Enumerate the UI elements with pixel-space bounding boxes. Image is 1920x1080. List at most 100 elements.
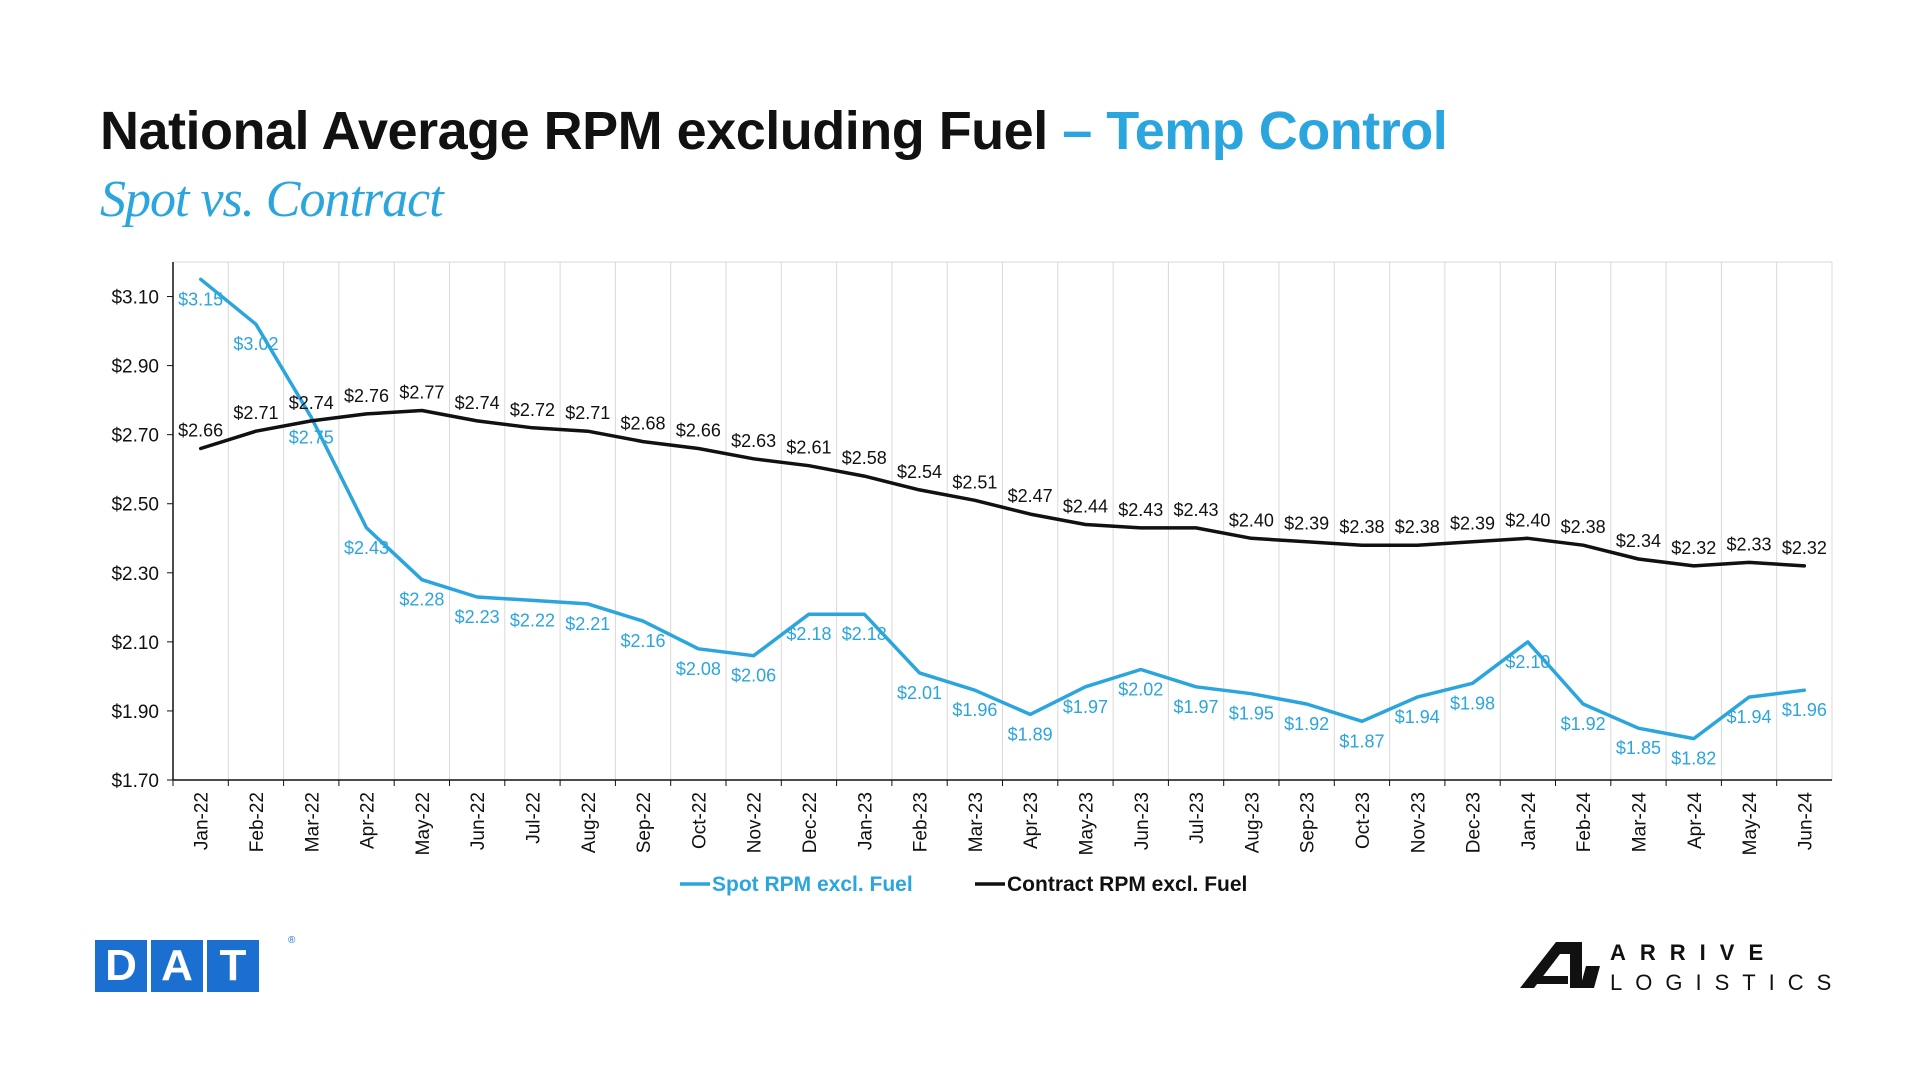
spot-data-label: $1.96: [952, 700, 997, 720]
logistics-wordmark: LOGISTICS: [1610, 970, 1845, 995]
contract-data-label: $2.74: [289, 393, 334, 413]
x-tick-label: Sep-22: [634, 792, 655, 853]
spot-data-label: $1.97: [1063, 697, 1108, 717]
contract-data-label: $2.40: [1229, 510, 1274, 530]
x-tick-label: Jan-24: [1519, 792, 1540, 851]
x-tick-label: Apr-23: [1021, 792, 1042, 849]
x-tick-label: Jun-24: [1795, 792, 1816, 851]
x-tick-label: Sep-23: [1298, 792, 1319, 853]
x-tick-label: Mar-24: [1629, 792, 1650, 853]
spot-data-label: $1.92: [1561, 714, 1606, 734]
contract-data-label: $2.38: [1395, 517, 1440, 537]
spot-data-label: $2.18: [786, 624, 831, 644]
contract-data-label: $2.33: [1727, 534, 1772, 554]
spot-data-label: $2.23: [455, 607, 500, 627]
spot-data-label: $2.01: [897, 683, 942, 703]
contract-data-label: $2.39: [1284, 514, 1329, 534]
contract-data-label: $2.61: [786, 438, 831, 458]
x-tick-label: Oct-22: [689, 792, 710, 849]
chart-title: National Average RPM excluding Fuel – Te…: [100, 100, 1448, 162]
x-tick-label: May-23: [1076, 792, 1097, 855]
spot-data-label: $3.15: [178, 289, 223, 309]
spot-data-label: $1.96: [1782, 700, 1827, 720]
x-tick-label: Apr-24: [1685, 792, 1706, 849]
contract-data-label: $2.71: [233, 403, 278, 423]
dat-logo-letter: D: [95, 940, 147, 992]
spot-data-label: $2.16: [621, 631, 666, 651]
y-tick-label: $2.30: [111, 564, 159, 585]
spot-data-label: $2.06: [731, 666, 776, 686]
x-tick-label: Nov-23: [1408, 792, 1429, 853]
x-tick-label: Nov-22: [745, 792, 766, 853]
contract-data-label: $2.39: [1450, 514, 1495, 534]
spot-data-label: $1.89: [1008, 724, 1053, 744]
spot-data-label: $1.94: [1395, 707, 1440, 727]
legend-item-spot-label: Spot RPM excl. Fuel: [712, 873, 913, 896]
x-tick-label: May-22: [413, 792, 434, 855]
contract-data-label: $2.72: [510, 400, 555, 420]
x-tick-label: Feb-23: [911, 792, 932, 852]
x-tick-label: Jan-23: [855, 792, 876, 850]
x-tick-label: Mar-23: [966, 792, 987, 852]
x-tick-label: Jul-23: [1187, 792, 1208, 844]
x-tick-label: Jul-22: [523, 792, 544, 844]
contract-data-label: $2.47: [1008, 486, 1053, 506]
y-tick-label: $1.90: [111, 702, 159, 723]
contract-data-label: $2.51: [952, 472, 997, 492]
arrive-logistics-logo: ARRIVE LOGISTICS: [1520, 940, 1850, 1010]
x-tick-label: Mar-22: [302, 792, 323, 852]
spot-data-label: $2.43: [344, 538, 389, 558]
contract-data-label: $2.32: [1671, 538, 1716, 558]
spot-data-label: $2.22: [510, 610, 555, 630]
spot-data-label: $2.08: [676, 659, 721, 679]
y-tick-label: $2.70: [111, 426, 159, 447]
spot-data-label: $1.97: [1174, 697, 1219, 717]
spot-data-label: $1.98: [1450, 693, 1495, 713]
x-tick-label: Feb-22: [247, 792, 268, 852]
x-tick-label: Dec-23: [1464, 792, 1485, 853]
x-tick-label: Feb-24: [1574, 792, 1595, 853]
y-tick-label: $1.70: [111, 771, 159, 792]
contract-data-label: $2.74: [455, 393, 500, 413]
chart-title-main: National Average RPM excluding Fuel: [100, 101, 1048, 161]
data-labels: $3.15 $3.02 $2.75 $2.43 $2.28 $2.23 $2.22 $2.21…: [178, 289, 1827, 768]
x-tick-label: Aug-22: [579, 792, 600, 853]
dat-logo: D A T: [95, 940, 259, 992]
x-tick-label: May-24: [1740, 792, 1761, 856]
spot-data-label: $1.92: [1284, 714, 1329, 734]
y-tick-label: $2.10: [111, 633, 159, 654]
contract-series-line: [198, 408, 1807, 568]
x-tick-label: Oct-23: [1353, 792, 1374, 849]
spot-data-label: $1.87: [1339, 731, 1384, 751]
contract-data-label: $2.38: [1339, 517, 1384, 537]
contract-data-label: $2.76: [344, 386, 389, 406]
contract-data-label: $2.66: [178, 420, 223, 440]
chart-subtitle: Spot vs. Contract: [100, 171, 444, 228]
dat-logo-letter: A: [151, 940, 203, 992]
x-tick-label: Dec-22: [800, 792, 821, 853]
series: [198, 277, 1807, 741]
contract-data-label: $2.77: [399, 382, 444, 402]
spot-data-label: $2.18: [842, 624, 887, 644]
arrive-wordmark: ARRIVE: [1610, 940, 1778, 965]
spot-data-label: $1.95: [1229, 704, 1274, 724]
arrive-mark-icon: [1520, 942, 1600, 988]
contract-data-label: $2.34: [1616, 531, 1661, 551]
contract-data-label: $2.71: [565, 403, 610, 423]
spot-data-label: $1.94: [1727, 707, 1772, 727]
x-tick-label: Aug-23: [1242, 792, 1263, 853]
contract-data-label: $2.43: [1174, 500, 1219, 520]
spot-data-label: $3.02: [233, 334, 278, 354]
legend: Spot RPM excl. Fuel Contract RPM excl. Fu…: [680, 873, 1247, 896]
dat-registered-mark: ®: [288, 935, 296, 946]
contract-data-label: $2.54: [897, 462, 942, 482]
spot-series-line: [198, 277, 1807, 741]
contract-data-label: $2.40: [1505, 510, 1550, 530]
dat-logo-letter: T: [207, 940, 259, 992]
legend-item-contract-label: Contract RPM excl. Fuel: [1007, 873, 1247, 896]
contract-data-label: $2.44: [1063, 496, 1108, 516]
contract-data-label: $2.32: [1782, 538, 1827, 558]
contract-data-label: $2.63: [731, 431, 776, 451]
contract-data-label: $2.43: [1118, 500, 1163, 520]
